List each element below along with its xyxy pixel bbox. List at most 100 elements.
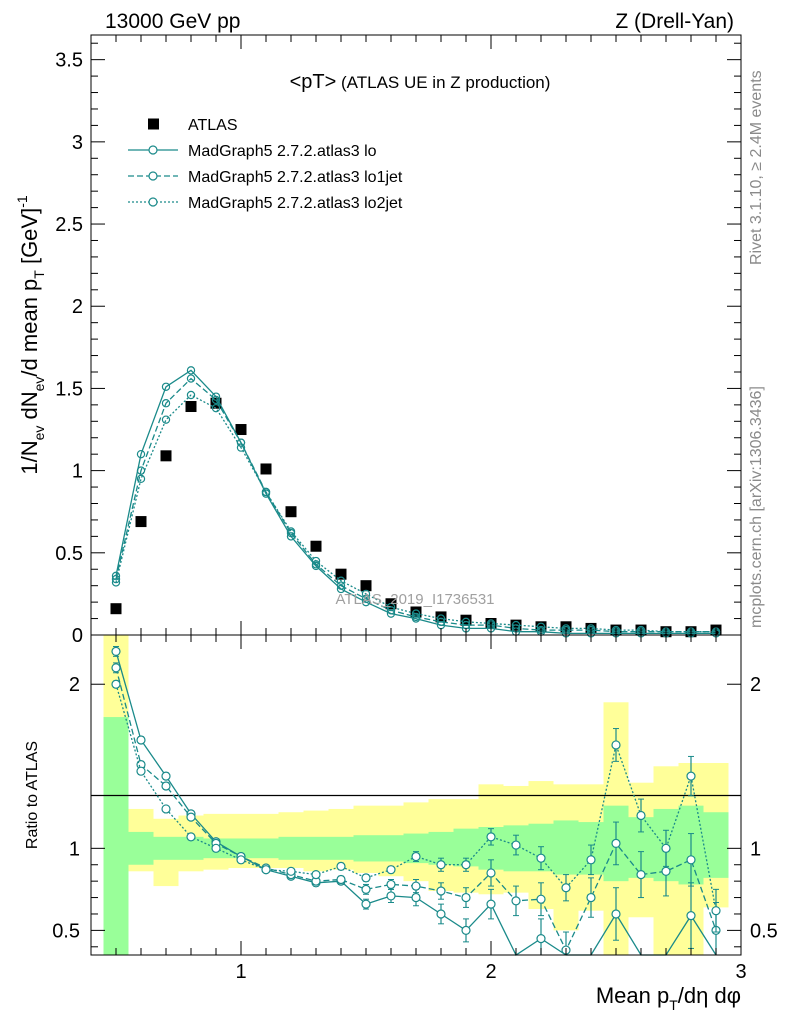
mc-marker-2 xyxy=(136,466,146,475)
mc-marker-3 xyxy=(436,614,446,623)
ratio-marker-2 xyxy=(436,860,446,870)
data-marker xyxy=(160,450,172,462)
data-marker xyxy=(460,614,472,626)
mc-marker-1 xyxy=(111,571,121,581)
plot-title-main: <pT> xyxy=(290,71,337,93)
ratio-marker-0 xyxy=(361,899,371,909)
mc-marker-2 xyxy=(336,581,346,590)
ratio-y-axis-title: Ratio to ATLAS xyxy=(24,741,41,849)
ratio-marker-2 xyxy=(261,865,271,875)
ratio-marker-2 xyxy=(486,832,496,842)
y-tick-label: 1 xyxy=(72,461,83,483)
main-y-axis-title-text: 1/Nev dNev/d mean pT [GeV]-1 xyxy=(14,195,47,475)
ratio-marker-0 xyxy=(386,891,396,901)
ratio-marker-1 xyxy=(586,892,596,903)
mc-marker-3 xyxy=(236,443,246,452)
x-tick-label: 3 xyxy=(735,961,746,983)
ratio-y-tick-label-right: 2 xyxy=(750,674,761,696)
ratio-marker-2 xyxy=(661,843,671,853)
ratio-ticks: 0.5 0.5 1 1 2 2 1 2 3 xyxy=(52,635,778,983)
ratio-marker-2 xyxy=(611,740,621,750)
band-inner-bin xyxy=(178,836,204,860)
data-marker xyxy=(135,516,147,528)
legend-marker-atlas xyxy=(148,118,159,130)
mc-marker-3 xyxy=(261,487,271,497)
y-tick-label: 3.5 xyxy=(55,50,83,72)
mc-marker-1 xyxy=(336,584,346,594)
ratio-marker-2 xyxy=(561,883,571,893)
ratio-marker-2 xyxy=(411,851,421,862)
mc-marker-3 xyxy=(286,527,296,536)
ratio-marker-1 xyxy=(386,879,396,890)
ratio-y-tick-label-right: 0.5 xyxy=(750,920,778,942)
mc-marker-2 xyxy=(411,612,421,622)
mc-marker-1 xyxy=(161,382,171,391)
ratio-marker-2 xyxy=(636,810,646,821)
ratio-marker-2 xyxy=(186,832,196,842)
ratio-marker-1 xyxy=(536,894,546,904)
ratio-marker-0 xyxy=(111,646,121,657)
ratio-marker-2 xyxy=(111,679,121,689)
mc-marker-3 xyxy=(186,390,196,400)
data-marker xyxy=(360,580,372,592)
mc-marker-1 xyxy=(186,366,196,375)
mc-marker-3 xyxy=(411,609,421,618)
mc-marker-3 xyxy=(211,403,221,413)
band-inner-bin xyxy=(328,836,354,860)
ratio-marker-2 xyxy=(336,861,346,871)
ratio-marker-2 xyxy=(461,860,471,870)
ratio-marker-1 xyxy=(361,884,371,894)
plot-title-sub: (ATLAS UE in Z production) xyxy=(336,73,550,92)
ratio-marker-0 xyxy=(436,909,446,919)
x-tick-label: 1 xyxy=(235,961,246,983)
mc-marker-3 xyxy=(461,617,471,627)
ratio-marker-2 xyxy=(536,853,546,863)
ratio-marker-2 xyxy=(236,855,246,865)
ratio-marker-0 xyxy=(161,771,171,781)
mc-marker-2 xyxy=(236,438,246,447)
legend-label-1: MadGraph5 2.7.2.atlas3 lo xyxy=(188,143,377,160)
ratio-marker-2 xyxy=(711,906,721,916)
ratio-marker-2 xyxy=(686,771,696,781)
band-inner-bin xyxy=(553,820,579,875)
band-inner-bin xyxy=(303,836,329,860)
band-inner-bin xyxy=(278,836,304,860)
main-y-axis-title: 1/Nev dNev/d mean pT [GeV]-1 xyxy=(14,195,47,475)
x-tick-label: 2 xyxy=(485,961,496,983)
y-tick-label: 2 xyxy=(72,296,83,318)
data-marker xyxy=(235,424,247,436)
ratio-marker-0 xyxy=(461,925,471,935)
ratio-data-layer xyxy=(111,645,721,956)
mc-marker-1 xyxy=(136,449,146,459)
legend: ATLAS MadGraph5 2.7.2.atlas3 lo MadGraph5 … xyxy=(128,117,403,212)
data-marker xyxy=(260,463,272,475)
data-marker xyxy=(410,606,422,618)
mc-marker-3 xyxy=(161,415,171,424)
ratio-marker-1 xyxy=(661,866,671,876)
mc-marker-3 xyxy=(361,589,371,599)
legend-label-2: MadGraph5 2.7.2.atlas3 lo1jet xyxy=(188,169,403,186)
mcplots-label: mcplots.cern.ch [arXiv:1306.3436] xyxy=(748,386,765,628)
ratio-marker-2 xyxy=(311,869,321,880)
ratio-marker-1 xyxy=(161,781,171,791)
header-left: 13000 GeV pp xyxy=(105,10,240,33)
band-inner-bin xyxy=(378,835,404,862)
plot-title: <pT> (ATLAS UE in Z production) xyxy=(290,71,551,93)
ratio-marker-2 xyxy=(136,766,146,776)
legend-marker-3 xyxy=(148,197,158,207)
legend-marker-1 xyxy=(148,145,158,155)
ratio-marker-1 xyxy=(686,855,696,865)
band-inner-bin xyxy=(703,812,729,878)
y-tick-label: 0.5 xyxy=(55,543,83,565)
data-marker xyxy=(110,603,122,615)
header-right: Z (Drell-Yan) xyxy=(615,10,734,33)
ratio-marker-1 xyxy=(611,838,621,849)
ratio-marker-2 xyxy=(211,843,221,853)
y-tick-label: 2.5 xyxy=(55,214,83,236)
ratio-marker-2 xyxy=(511,840,521,850)
band-inner-bin xyxy=(253,838,279,859)
ratio-marker-0 xyxy=(536,933,546,944)
mc-marker-2 xyxy=(186,374,196,383)
ratio-marker-2 xyxy=(286,866,296,876)
